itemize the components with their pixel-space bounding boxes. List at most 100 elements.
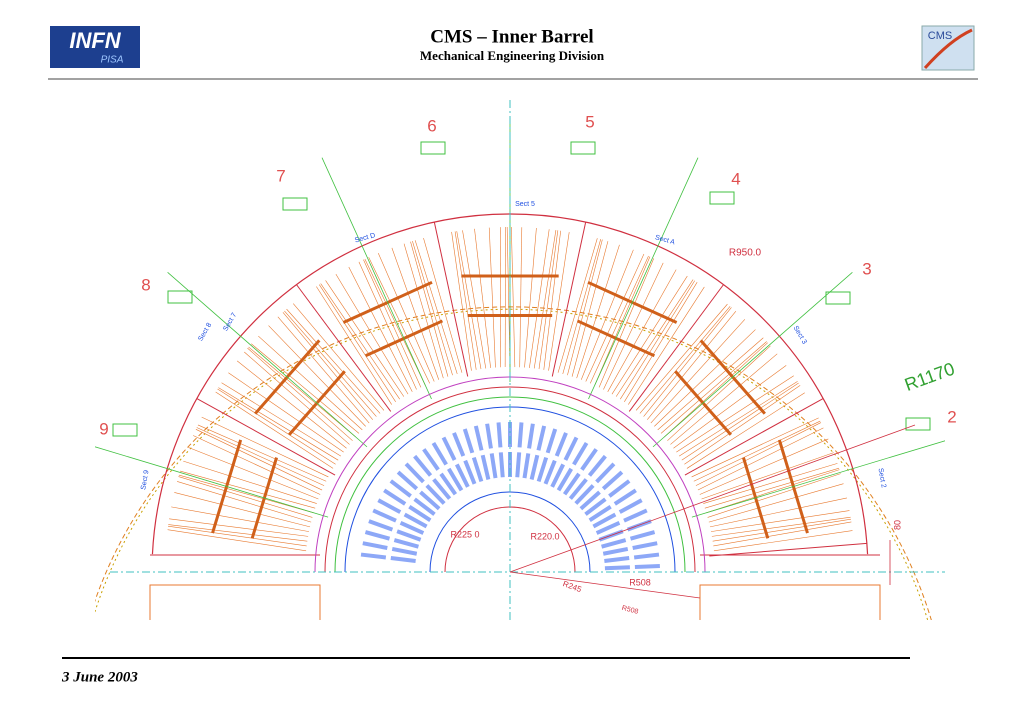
drawing-label: R508 [621, 605, 639, 616]
fan-line [525, 228, 537, 368]
fan-line [198, 425, 326, 481]
drawing-label: R220.0 [530, 531, 559, 541]
module [483, 455, 489, 479]
fan-line [359, 262, 417, 390]
module [424, 449, 438, 469]
module [582, 449, 596, 469]
module [630, 532, 654, 539]
drawing-label: 6 [427, 116, 436, 135]
module [361, 555, 386, 558]
module [615, 490, 636, 504]
fan-line [577, 245, 620, 378]
fan-line [178, 477, 312, 518]
module [363, 543, 388, 548]
module [378, 500, 400, 512]
fan-line [713, 519, 851, 541]
drawing-label: 3 [862, 259, 871, 278]
sensor-box [826, 292, 850, 304]
drawing-label: 9 [99, 419, 108, 438]
fan-line [696, 423, 821, 486]
module [539, 458, 547, 482]
dim-line [510, 572, 700, 598]
module [634, 555, 659, 558]
module [397, 531, 421, 539]
drawing-label: Sect 5 [515, 201, 535, 208]
module [476, 426, 482, 450]
module [394, 540, 418, 547]
fan-line [549, 232, 570, 371]
module [548, 429, 556, 453]
fan-line [462, 230, 485, 368]
sector-border [552, 222, 585, 376]
sensor-box [571, 142, 595, 154]
drawing-label: Sect 8 [197, 322, 213, 343]
fan-line [369, 257, 430, 383]
fan-line [511, 227, 515, 367]
module [635, 566, 660, 567]
fan-line [319, 285, 395, 402]
cad-drawing [74, 100, 945, 659]
fan-line [179, 475, 314, 513]
subtitle: Mechanical Engineering Division [420, 48, 605, 63]
drawing-label: R508 [629, 577, 651, 587]
module [384, 490, 405, 504]
logo-left: INFN PISA [50, 26, 140, 68]
drawing-label: 80 [892, 520, 902, 530]
sensor-box [113, 424, 137, 436]
fan-line [539, 230, 558, 369]
sensor-box [168, 291, 192, 303]
sensor-box [710, 192, 734, 204]
module [633, 543, 658, 548]
module [501, 452, 503, 477]
sensor-box [421, 142, 445, 154]
module [492, 453, 496, 478]
logo-right: CMS [922, 26, 974, 70]
logo-text: CMS [928, 30, 952, 42]
module [520, 422, 522, 447]
module [391, 558, 416, 561]
drawing-label: 2 [947, 407, 956, 426]
fan-line [183, 461, 316, 503]
module [499, 422, 501, 447]
module [532, 455, 538, 479]
module [487, 424, 491, 449]
module [624, 510, 647, 520]
drawing-label: R225 0 [450, 529, 479, 539]
date: 3 June 2003 [61, 669, 138, 685]
fan-line [586, 254, 644, 381]
module [517, 452, 519, 477]
fan-line [489, 228, 495, 368]
module [373, 510, 396, 520]
fan-line [412, 241, 452, 375]
fan-line [202, 417, 329, 477]
module [620, 500, 642, 512]
fan-line [694, 421, 820, 481]
module [529, 424, 533, 449]
module [557, 433, 566, 456]
green-line [653, 272, 852, 447]
drawing-label: 8 [141, 275, 150, 294]
fan-line [196, 429, 322, 490]
module [574, 443, 587, 464]
module [474, 458, 482, 482]
drawing-label: R950.0 [729, 248, 762, 259]
fan-line [711, 511, 849, 532]
module [369, 521, 393, 529]
fan-line [365, 259, 425, 385]
module [524, 453, 528, 478]
lower-sector [150, 585, 320, 625]
module [365, 532, 389, 539]
fan-line [455, 231, 476, 369]
fan-line [563, 239, 601, 374]
sensor-box [906, 418, 930, 430]
module [538, 426, 544, 450]
module [433, 443, 446, 464]
fan-line [676, 376, 793, 452]
title: CMS – Inner Barrel [430, 26, 593, 47]
module [392, 549, 417, 554]
fan-line [193, 435, 320, 494]
module [603, 549, 628, 554]
fan-line [168, 526, 307, 546]
sector-border [709, 543, 866, 556]
module [604, 558, 629, 561]
